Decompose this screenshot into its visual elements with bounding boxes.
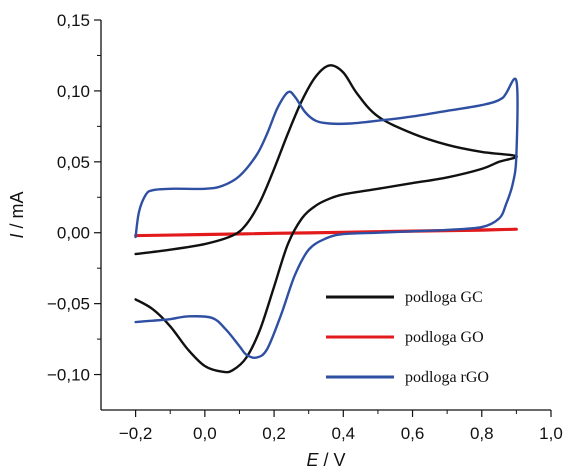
x-tick-label: 0,0 <box>193 424 217 443</box>
legend-label-go: podloga GO <box>405 329 484 346</box>
y-tick-label: −0,10 <box>47 366 90 385</box>
x-tick-label: 1,0 <box>539 424 563 443</box>
y-tick-label: 0,00 <box>57 224 90 243</box>
y-axis-separator: / <box>7 218 27 233</box>
x-axis-ticks: −0,2 0,0 0,2 0,4 0,6 0,8 1,0 <box>119 410 563 443</box>
y-tick-label: 0,05 <box>57 153 90 172</box>
x-tick-label: 0,8 <box>470 424 494 443</box>
series-line-go <box>134 227 518 238</box>
series-line-rgo <box>134 77 519 359</box>
x-tick-label: 0,4 <box>331 424 355 443</box>
plot-frame <box>100 20 551 411</box>
y-axis-ticks: −0,10 −0,05 0,00 0,05 0,10 0,15 <box>47 11 101 385</box>
x-axis-unit: V <box>334 450 346 470</box>
x-axis-variable: E <box>306 450 319 470</box>
y-tick-label: 0,10 <box>57 82 90 101</box>
legend-label-gc: podloga GC <box>405 289 483 306</box>
x-tick-label: −0,2 <box>119 424 153 443</box>
x-axis-separator: / <box>318 450 333 470</box>
y-axis-unit: mA <box>7 191 27 218</box>
y-tick-label: −0,05 <box>47 295 90 314</box>
x-axis-label: E / V <box>306 450 345 470</box>
y-tick-label: 0,15 <box>57 11 90 30</box>
y-axis-variable: I <box>7 234 27 239</box>
legend: podloga GC podloga GO podloga rGO <box>326 289 489 386</box>
x-tick-label: 0,6 <box>401 424 425 443</box>
legend-label-rgo: podloga rGO <box>405 369 489 386</box>
x-tick-label: 0,2 <box>262 424 286 443</box>
series-layer <box>134 64 519 374</box>
y-axis-label: I / mA <box>7 191 27 238</box>
series-line-gc <box>134 64 518 374</box>
